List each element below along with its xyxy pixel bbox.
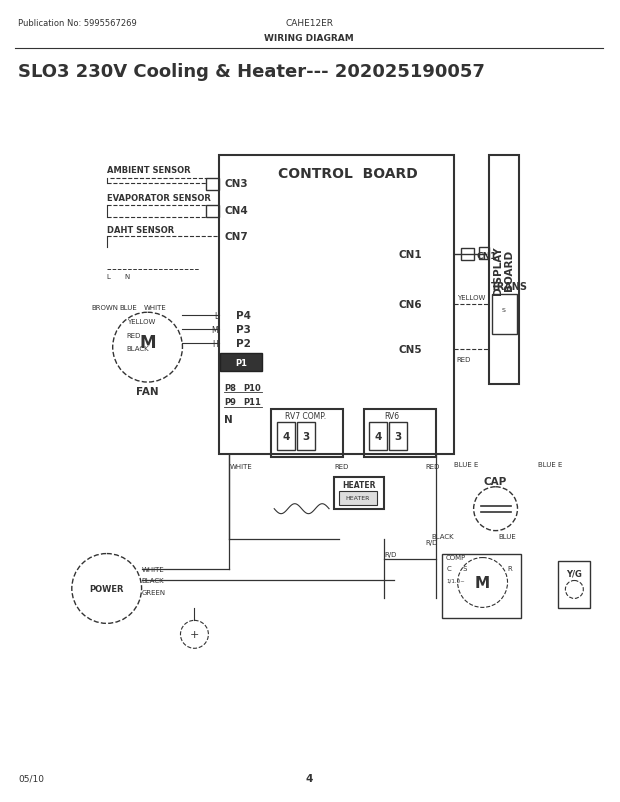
Text: DISPLAY
BOARD: DISPLAY BOARD bbox=[493, 245, 515, 294]
Text: 4: 4 bbox=[374, 431, 381, 441]
Bar bbox=[489, 156, 518, 385]
Text: P9: P9 bbox=[224, 398, 236, 407]
Text: S: S bbox=[502, 307, 505, 312]
Text: WHITE: WHITE bbox=[144, 305, 166, 311]
Text: 3: 3 bbox=[394, 431, 402, 441]
Bar bbox=[271, 410, 343, 457]
Text: 4: 4 bbox=[283, 431, 290, 441]
Text: RED: RED bbox=[334, 464, 348, 469]
Text: FAN: FAN bbox=[136, 387, 159, 396]
Text: BLACK: BLACK bbox=[141, 577, 164, 584]
Text: L: L bbox=[214, 311, 218, 320]
Text: RED: RED bbox=[457, 357, 471, 363]
Text: EVAPORATOR SENSOR: EVAPORATOR SENSOR bbox=[107, 194, 211, 203]
Text: BLUE E: BLUE E bbox=[538, 461, 563, 468]
Text: CAP: CAP bbox=[484, 476, 507, 486]
Bar bbox=[220, 354, 262, 371]
Text: P8: P8 bbox=[224, 383, 236, 392]
Text: R/D: R/D bbox=[426, 539, 438, 545]
Text: L: L bbox=[107, 274, 110, 280]
Text: BLUE E: BLUE E bbox=[454, 461, 478, 468]
Bar bbox=[206, 178, 219, 190]
Text: RED: RED bbox=[426, 464, 440, 469]
Text: M: M bbox=[140, 334, 156, 352]
Text: P10: P10 bbox=[243, 383, 261, 392]
Text: 1/1.0~: 1/1.0~ bbox=[447, 578, 466, 583]
Text: CN7: CN7 bbox=[224, 233, 248, 242]
Text: CN1: CN1 bbox=[399, 250, 422, 260]
Text: BLUE: BLUE bbox=[498, 533, 516, 539]
Bar bbox=[559, 561, 590, 609]
Text: 4: 4 bbox=[306, 773, 313, 783]
Text: M: M bbox=[212, 326, 218, 334]
Bar bbox=[479, 248, 489, 260]
Text: M: M bbox=[475, 575, 490, 590]
Text: CONTROL  BOARD: CONTROL BOARD bbox=[278, 167, 418, 180]
Bar bbox=[277, 423, 295, 450]
Bar bbox=[441, 554, 521, 618]
Bar bbox=[389, 423, 407, 450]
Text: CN5: CN5 bbox=[399, 345, 422, 354]
Bar bbox=[492, 295, 516, 334]
Text: RED: RED bbox=[126, 333, 141, 338]
Text: BLUE: BLUE bbox=[120, 305, 138, 311]
Bar bbox=[461, 249, 474, 261]
Text: P4: P4 bbox=[236, 311, 251, 321]
Text: P3: P3 bbox=[236, 325, 251, 334]
Text: P11: P11 bbox=[243, 398, 261, 407]
Text: TRANS: TRANS bbox=[490, 282, 528, 292]
Text: P2: P2 bbox=[236, 338, 251, 349]
Text: CN4: CN4 bbox=[224, 205, 248, 215]
Text: C: C bbox=[447, 565, 451, 571]
Text: RV7 COMP.: RV7 COMP. bbox=[285, 412, 326, 421]
Text: S: S bbox=[463, 565, 467, 571]
Bar bbox=[219, 156, 454, 454]
Bar bbox=[339, 491, 377, 505]
Text: WHITE: WHITE bbox=[141, 565, 164, 572]
Bar bbox=[334, 477, 384, 509]
Text: WHITE: WHITE bbox=[229, 464, 252, 469]
Text: YELLOW: YELLOW bbox=[457, 295, 485, 301]
Text: P1: P1 bbox=[236, 358, 247, 367]
Text: CAHE12ER: CAHE12ER bbox=[285, 19, 333, 28]
Text: HEATER: HEATER bbox=[342, 480, 376, 490]
Text: BLACK: BLACK bbox=[431, 533, 454, 539]
Text: HEATER: HEATER bbox=[346, 496, 370, 500]
Text: N: N bbox=[224, 415, 233, 424]
Text: SLO3 230V Cooling & Heater--- 202025190057: SLO3 230V Cooling & Heater--- 2020251900… bbox=[18, 63, 485, 81]
Text: YELLOW: YELLOW bbox=[126, 319, 155, 325]
Bar bbox=[369, 423, 387, 450]
Text: WIRING DIAGRAM: WIRING DIAGRAM bbox=[264, 34, 354, 43]
Text: BLACK: BLACK bbox=[126, 346, 149, 352]
Text: BROWN: BROWN bbox=[92, 305, 119, 311]
Text: CN3: CN3 bbox=[224, 178, 248, 188]
Bar bbox=[206, 205, 219, 217]
Text: DAHT SENSOR: DAHT SENSOR bbox=[107, 225, 174, 235]
Text: RV6: RV6 bbox=[384, 412, 399, 421]
Text: CN6: CN6 bbox=[399, 300, 422, 310]
Text: R/D: R/D bbox=[384, 551, 396, 557]
Text: COMP: COMP bbox=[446, 554, 466, 560]
Text: Publication No: 5995567269: Publication No: 5995567269 bbox=[18, 19, 136, 28]
Text: N: N bbox=[125, 274, 130, 280]
Text: H: H bbox=[213, 339, 218, 348]
Text: 3: 3 bbox=[303, 431, 310, 441]
Text: POWER: POWER bbox=[89, 584, 124, 593]
Bar bbox=[297, 423, 315, 450]
Text: CN1: CN1 bbox=[477, 252, 497, 261]
Text: R: R bbox=[508, 565, 513, 571]
Text: Y/G: Y/G bbox=[567, 569, 582, 577]
Text: AMBIENT SENSOR: AMBIENT SENSOR bbox=[107, 166, 190, 175]
Text: +: + bbox=[190, 630, 199, 639]
Text: GREEN: GREEN bbox=[141, 589, 166, 596]
Bar bbox=[364, 410, 436, 457]
Text: 05/10: 05/10 bbox=[18, 774, 44, 783]
